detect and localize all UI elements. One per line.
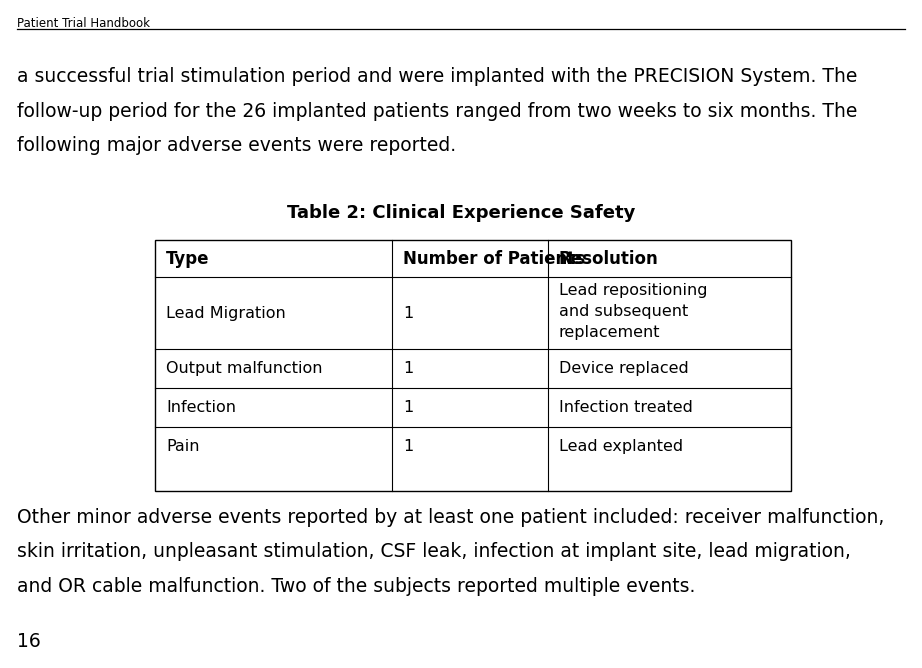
Text: a successful trial stimulation period and were implanted with the PRECISION Syst: a successful trial stimulation period an… bbox=[17, 67, 857, 86]
Text: Type: Type bbox=[166, 250, 209, 268]
Text: Infection treated: Infection treated bbox=[559, 400, 692, 415]
Text: 1: 1 bbox=[403, 400, 413, 415]
Text: Lead repositioning
and subsequent
replacement: Lead repositioning and subsequent replac… bbox=[559, 283, 707, 339]
Text: Resolution: Resolution bbox=[559, 250, 658, 268]
Text: Other minor adverse events reported by at least one patient included: receiver m: Other minor adverse events reported by a… bbox=[17, 508, 884, 526]
Bar bbox=[155, 240, 791, 491]
Text: Device replaced: Device replaced bbox=[559, 361, 689, 376]
Text: follow-up period for the 26 implanted patients ranged from two weeks to six mont: follow-up period for the 26 implanted pa… bbox=[17, 102, 857, 120]
Text: Number of Patients: Number of Patients bbox=[403, 250, 585, 268]
Text: Infection: Infection bbox=[166, 400, 236, 415]
Text: 16: 16 bbox=[17, 633, 41, 651]
Text: Pain: Pain bbox=[166, 439, 199, 454]
Text: 1: 1 bbox=[403, 439, 413, 454]
Text: Output malfunction: Output malfunction bbox=[166, 361, 323, 376]
Text: and OR cable malfunction. Two of the subjects reported multiple events.: and OR cable malfunction. Two of the sub… bbox=[17, 577, 695, 596]
Text: Table 2: Clinical Experience Safety: Table 2: Clinical Experience Safety bbox=[287, 204, 635, 222]
Text: 1: 1 bbox=[403, 361, 413, 376]
Text: 1: 1 bbox=[403, 306, 413, 321]
Text: following major adverse events were reported.: following major adverse events were repo… bbox=[17, 136, 455, 155]
Text: skin irritation, unpleasant stimulation, CSF leak, infection at implant site, le: skin irritation, unpleasant stimulation,… bbox=[17, 542, 850, 561]
Text: Lead explanted: Lead explanted bbox=[559, 439, 683, 454]
Text: Patient Trial Handbook: Patient Trial Handbook bbox=[17, 17, 149, 29]
Text: Lead Migration: Lead Migration bbox=[166, 306, 286, 321]
